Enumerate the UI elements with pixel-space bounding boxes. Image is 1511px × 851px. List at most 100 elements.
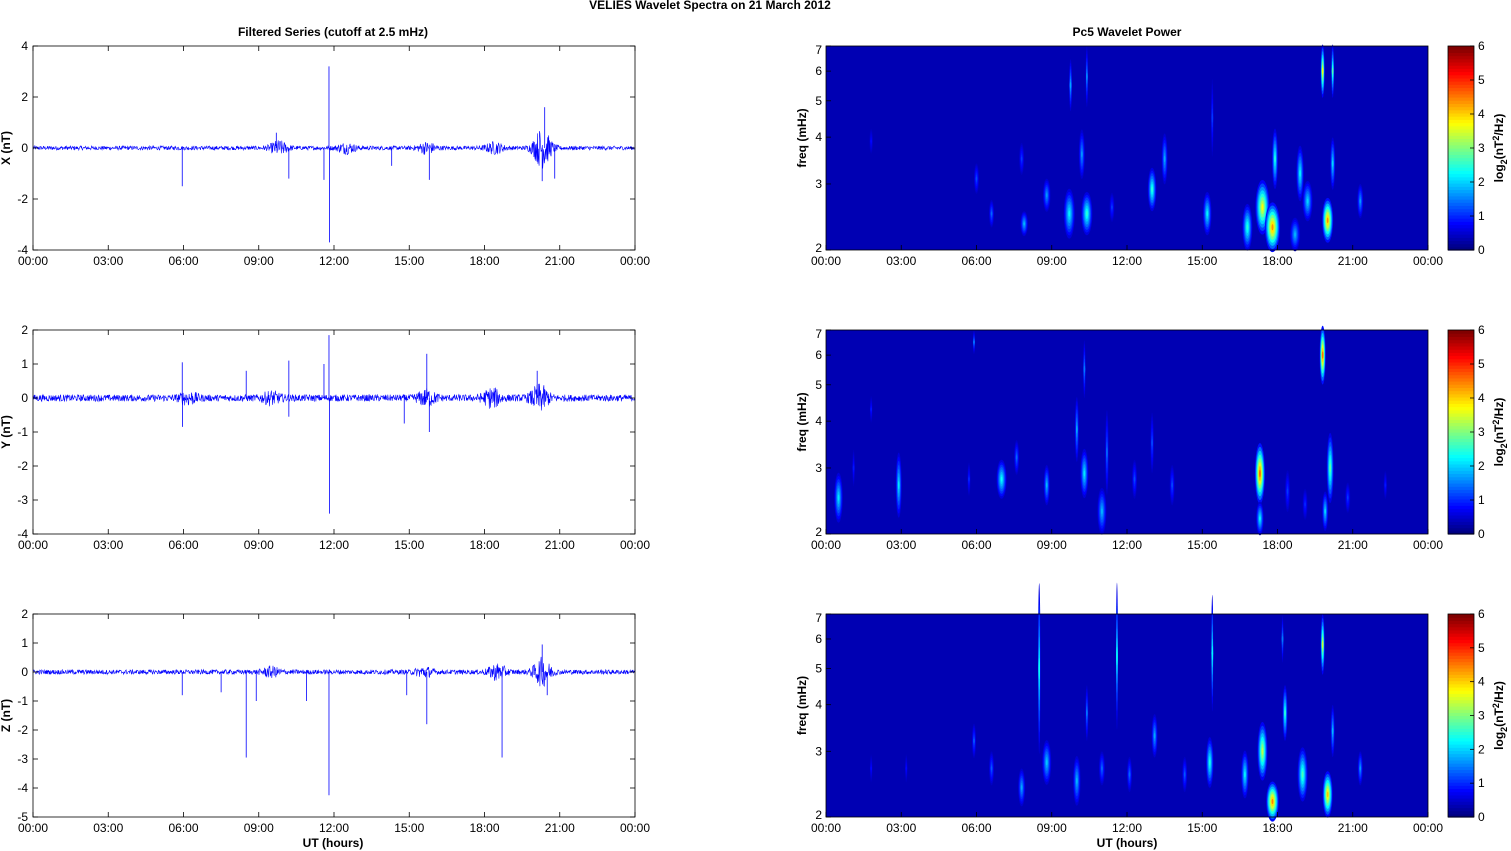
y-tick-label: -5 xyxy=(17,810,28,824)
colorbar-step xyxy=(1448,457,1474,462)
blob-contour xyxy=(905,766,908,771)
colorbar-step xyxy=(1448,794,1474,799)
power-blob-15 xyxy=(1150,412,1154,474)
colorbar-step xyxy=(1448,93,1474,98)
blob-contour xyxy=(870,139,872,143)
power-blob-25 xyxy=(1383,471,1388,500)
colorbar-step xyxy=(1448,240,1474,245)
power-blob-23 xyxy=(1322,491,1329,532)
x-tick-label: 03:00 xyxy=(886,254,916,268)
x-tick-label: 15:00 xyxy=(1187,254,1217,268)
power-blob-16 xyxy=(1242,203,1253,251)
power-blob-14 xyxy=(1206,737,1214,788)
x-tick-label: 00:00 xyxy=(1413,254,1443,268)
colorbar-step xyxy=(1448,521,1474,526)
colorbar-step xyxy=(1448,432,1474,436)
y-tick-label: 0 xyxy=(21,141,28,155)
x-tick-label: 00:00 xyxy=(620,254,650,268)
power-blob-25 xyxy=(1331,44,1335,98)
colorbar-step xyxy=(1448,352,1474,357)
colorbar-step xyxy=(1448,518,1474,522)
colorbar-step xyxy=(1448,797,1474,802)
power-blob-2 xyxy=(869,395,873,423)
blob-contour xyxy=(1261,203,1264,211)
y-axis-label: freq (mHz) xyxy=(795,676,809,735)
blob-contour xyxy=(1083,470,1086,477)
power-blob-23 xyxy=(1320,44,1325,98)
blob-contour xyxy=(1326,217,1329,224)
colorbar-step xyxy=(1448,403,1474,408)
y-axis-label: Y (nT) xyxy=(0,415,13,449)
colorbar-tick-label: 2 xyxy=(1478,742,1485,756)
colorbar-step xyxy=(1448,626,1474,631)
power-blob-24 xyxy=(1330,705,1335,758)
x-tick-label: 12:00 xyxy=(319,254,349,268)
blob-contour xyxy=(1069,82,1072,89)
colorbar-step xyxy=(1448,176,1474,181)
colorbar-step xyxy=(1448,473,1474,478)
colorbar-step xyxy=(1448,422,1474,427)
series-panel-Y: 00:00 03:00 06:00 09:00 12:00 15:00 18:00 21:00… xyxy=(0,323,650,552)
x-tick-label: 15:00 xyxy=(1187,538,1217,552)
x-tick-label: 09:00 xyxy=(1037,538,1067,552)
y-tick-label: 3 xyxy=(815,744,822,758)
x-tick-label: 00:00 xyxy=(1413,538,1443,552)
x-tick-label: 03:00 xyxy=(93,254,123,268)
blob-contour xyxy=(1246,224,1249,231)
colorbar-step xyxy=(1448,813,1474,818)
colorbar-step xyxy=(1448,132,1474,136)
power-blob-18 xyxy=(1256,501,1264,536)
y-axis-label: freq (mHz) xyxy=(795,108,809,167)
colorbar-step xyxy=(1448,412,1474,417)
colorbar-step xyxy=(1448,702,1474,707)
power-blob-5 xyxy=(972,330,975,355)
right-column-title: Pc5 Wavelet Power xyxy=(1073,25,1182,39)
colorbar-step xyxy=(1448,696,1474,701)
colorbar-step xyxy=(1448,728,1474,732)
power-blob-9 xyxy=(1098,751,1105,786)
colorbar-step xyxy=(1448,381,1474,385)
colorbar-step xyxy=(1448,661,1474,666)
power-blob-19 xyxy=(1285,470,1291,513)
blob-contour xyxy=(1324,508,1326,514)
colorbar-step xyxy=(1448,788,1474,793)
wavelet-background xyxy=(826,614,1428,817)
power-blob-23 xyxy=(1322,771,1333,818)
blob-contour xyxy=(897,481,900,490)
colorbar-step xyxy=(1448,199,1474,203)
y-tick-label: -3 xyxy=(17,493,28,507)
colorbar-tick-label: 0 xyxy=(1478,527,1485,541)
colorbar-label: log2(nT2/Hz) xyxy=(1491,398,1509,467)
power-blob-12 xyxy=(1097,487,1107,535)
colorbar-step xyxy=(1448,151,1474,155)
blob-contour xyxy=(1208,759,1211,766)
power-blob-5 xyxy=(1042,178,1051,212)
colorbar-step xyxy=(1448,419,1474,424)
colorbar-tick-label: 6 xyxy=(1478,323,1485,337)
power-blob-6 xyxy=(1042,740,1052,785)
y-tick-label: 2 xyxy=(815,525,822,539)
x-tick-label: 21:00 xyxy=(1338,538,1368,552)
x-tick-label: 12:00 xyxy=(319,821,349,835)
colorbar-step xyxy=(1448,221,1474,226)
colorbar-step xyxy=(1448,467,1474,471)
colorbar-step xyxy=(1448,769,1474,774)
colorbar-step xyxy=(1448,106,1474,111)
colorbar-tick-label: 4 xyxy=(1478,107,1485,121)
colorbar-step xyxy=(1448,671,1474,675)
blob-contour xyxy=(1244,771,1246,778)
colorbar-step xyxy=(1448,109,1474,114)
x-tick-label: 15:00 xyxy=(394,538,424,552)
blob-contour xyxy=(1076,425,1078,434)
series-line-Y xyxy=(32,383,636,411)
blob-contour xyxy=(1086,72,1088,81)
x-tick-label: 21:00 xyxy=(1338,821,1368,835)
colorbar-step xyxy=(1448,655,1474,660)
colorbar-step xyxy=(1448,791,1474,796)
colorbar-step xyxy=(1448,84,1474,89)
blob-contour xyxy=(1171,482,1173,488)
power-blob-15 xyxy=(1211,594,1214,712)
x-tick-label: 09:00 xyxy=(244,254,274,268)
colorbar-step xyxy=(1448,804,1474,809)
x-tick-label: 15:00 xyxy=(394,254,424,268)
